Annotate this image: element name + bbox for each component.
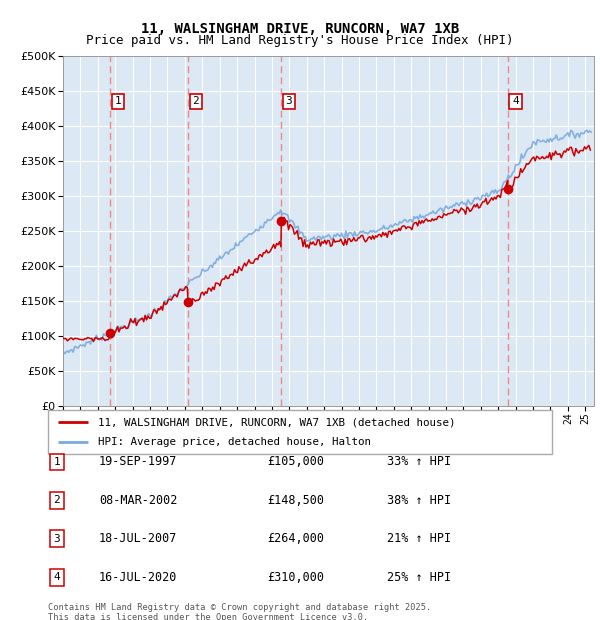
Text: 25% ↑ HPI: 25% ↑ HPI (387, 571, 451, 583)
Text: HPI: Average price, detached house, Halton: HPI: Average price, detached house, Halt… (98, 437, 371, 447)
Text: 2: 2 (193, 96, 199, 107)
Text: 18-JUL-2007: 18-JUL-2007 (99, 533, 178, 545)
Text: 3: 3 (286, 96, 292, 107)
Text: Price paid vs. HM Land Registry's House Price Index (HPI): Price paid vs. HM Land Registry's House … (86, 34, 514, 47)
Text: 1: 1 (53, 457, 61, 467)
Text: 21% ↑ HPI: 21% ↑ HPI (387, 533, 451, 545)
Text: 19-SEP-1997: 19-SEP-1997 (99, 456, 178, 468)
Text: 16-JUL-2020: 16-JUL-2020 (99, 571, 178, 583)
Text: 3: 3 (53, 534, 61, 544)
Text: £105,000: £105,000 (267, 456, 324, 468)
Text: 11, WALSINGHAM DRIVE, RUNCORN, WA7 1XB: 11, WALSINGHAM DRIVE, RUNCORN, WA7 1XB (141, 22, 459, 36)
Text: £264,000: £264,000 (267, 533, 324, 545)
Text: 33% ↑ HPI: 33% ↑ HPI (387, 456, 451, 468)
Text: £310,000: £310,000 (267, 571, 324, 583)
Text: Contains HM Land Registry data © Crown copyright and database right 2025.
This d: Contains HM Land Registry data © Crown c… (48, 603, 431, 620)
FancyBboxPatch shape (48, 410, 552, 454)
Text: 4: 4 (512, 96, 519, 107)
Text: 1: 1 (115, 96, 121, 107)
Text: 4: 4 (53, 572, 61, 582)
Text: £148,500: £148,500 (267, 494, 324, 507)
Text: 2: 2 (53, 495, 61, 505)
Text: 11, WALSINGHAM DRIVE, RUNCORN, WA7 1XB (detached house): 11, WALSINGHAM DRIVE, RUNCORN, WA7 1XB (… (98, 417, 456, 427)
Text: 08-MAR-2002: 08-MAR-2002 (99, 494, 178, 507)
Text: 38% ↑ HPI: 38% ↑ HPI (387, 494, 451, 507)
